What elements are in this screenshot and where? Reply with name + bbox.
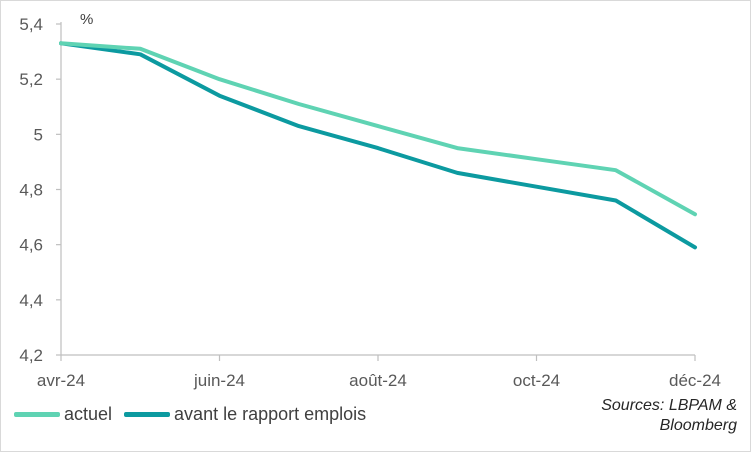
- y-tick-label: 5,4: [19, 15, 43, 34]
- legend-swatch-actuel: [14, 412, 60, 417]
- y-tick-label: 4,4: [19, 291, 43, 310]
- source-note: Sources: LBPAM & Bloomberg: [601, 396, 737, 436]
- series-line-0: [59, 41, 697, 217]
- tick-labels: 4,2 4,4 4,6 4,8 5 5,2 5,4 avr-24 juin-24 août-24 o…: [19, 15, 721, 390]
- y-tick-label: 5: [34, 125, 43, 144]
- series-line-1: [59, 41, 697, 250]
- legend-item-actuel: actuel: [14, 404, 112, 425]
- x-tick-label: juin-24: [193, 371, 245, 390]
- y-tick-label: 4,6: [19, 236, 43, 255]
- legend-swatch-avant-rapport: [124, 412, 171, 417]
- legend: actuel avant le rapport emplois: [14, 404, 378, 425]
- axes: [56, 22, 696, 361]
- x-tick-label: août-24: [349, 371, 407, 390]
- y-tick-label: 5,2: [19, 70, 43, 89]
- legend-label-actuel: actuel: [64, 404, 113, 424]
- x-tick-label: oct-24: [513, 371, 560, 390]
- source-line-1: Sources: LBPAM &: [601, 397, 737, 414]
- source-line-2: Bloomberg: [659, 417, 737, 434]
- series-layer: [59, 41, 697, 250]
- y-unit-label: %: [80, 11, 93, 28]
- legend-label-avant-rapport: avant le rapport emplois: [174, 404, 367, 424]
- x-tick-label: avr-24: [37, 371, 85, 390]
- y-tick-label: 4,2: [19, 346, 43, 365]
- legend-item-avant-rapport: avant le rapport emplois: [124, 404, 366, 425]
- x-tick-label: déc-24: [669, 371, 721, 390]
- y-tick-label: 4,8: [19, 181, 43, 200]
